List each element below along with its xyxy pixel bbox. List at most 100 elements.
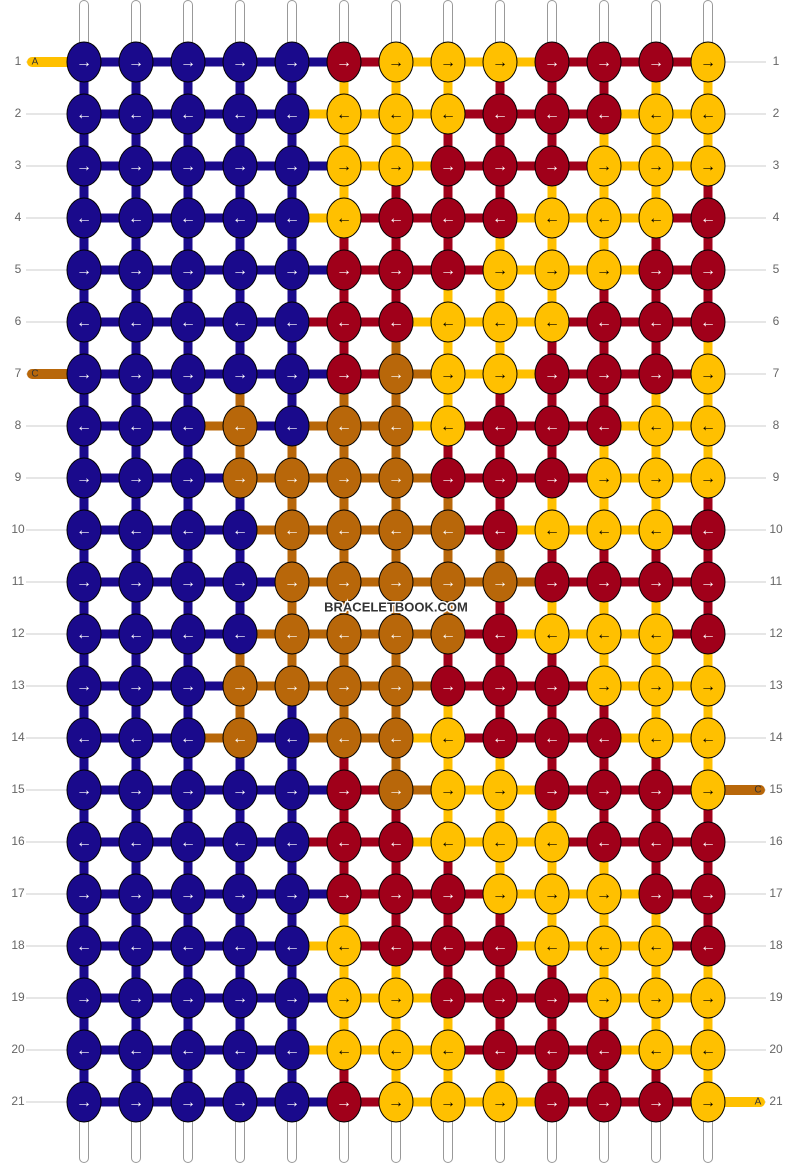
knot	[586, 769, 622, 811]
knot-arrow: ←	[700, 730, 716, 747]
knot	[170, 717, 206, 759]
knot	[274, 93, 310, 135]
knot-arrow: ←	[492, 106, 508, 123]
knot-arrow: ←	[388, 1042, 404, 1059]
row-label: 5	[773, 262, 780, 276]
knot-arrow: →	[492, 470, 508, 487]
knot-arrow: →	[440, 678, 456, 695]
knot-arrow: ←	[388, 106, 404, 123]
knot-arrow: ←	[284, 1042, 300, 1059]
knot-arrow: →	[596, 678, 612, 695]
knot	[378, 301, 414, 343]
knot-arrow: →	[336, 990, 352, 1007]
knot-arrow: ←	[336, 314, 352, 331]
knot-arrow: ←	[336, 106, 352, 123]
knot	[690, 821, 726, 863]
knot	[482, 1081, 518, 1123]
knot	[118, 197, 154, 239]
row-label: 19	[11, 990, 25, 1004]
row-label: 16	[769, 834, 783, 848]
row-label: 10	[769, 522, 783, 536]
knot	[482, 457, 518, 499]
knot-arrow: →	[232, 678, 248, 695]
knot-arrow: ←	[284, 522, 300, 539]
knot	[222, 93, 258, 135]
knot-arrow: →	[440, 782, 456, 799]
knot-arrow: ←	[336, 1042, 352, 1059]
row-label: 7	[15, 366, 22, 380]
knot	[482, 873, 518, 915]
knot	[482, 925, 518, 967]
knot-arrow: ←	[544, 1042, 560, 1059]
knot-arrow: ←	[128, 626, 144, 643]
knot	[66, 249, 102, 291]
knot	[638, 873, 674, 915]
row-label: 20	[11, 1042, 25, 1056]
knot	[482, 977, 518, 1019]
knot	[326, 821, 362, 863]
knot-arrow: →	[336, 158, 352, 175]
knot	[326, 665, 362, 707]
knot-arrow: ←	[700, 834, 716, 851]
knot-arrow: ←	[648, 314, 664, 331]
knot-arrow: →	[544, 886, 560, 903]
knot-arrow: →	[544, 470, 560, 487]
knot	[430, 561, 466, 603]
knot-arrow: ←	[180, 314, 196, 331]
knot	[66, 353, 102, 395]
knot-arrow: ←	[128, 938, 144, 955]
knot	[690, 457, 726, 499]
knot-arrow: →	[76, 678, 92, 695]
row-label: 4	[15, 210, 22, 224]
knot-arrow: →	[232, 366, 248, 383]
knot-arrow: →	[440, 990, 456, 1007]
knot-arrow: ←	[284, 938, 300, 955]
knot	[690, 613, 726, 655]
knot-arrow: ←	[648, 938, 664, 955]
knot	[222, 301, 258, 343]
row-label: 7	[773, 366, 780, 380]
knot	[482, 769, 518, 811]
knot	[66, 873, 102, 915]
knot-arrow: →	[544, 54, 560, 71]
knot	[534, 249, 570, 291]
row-label: 5	[15, 262, 22, 276]
row-label: 13	[769, 678, 783, 692]
knot	[170, 613, 206, 655]
knot	[430, 509, 466, 551]
knot	[586, 613, 622, 655]
knot	[222, 405, 258, 447]
knot	[690, 301, 726, 343]
knot-arrow: ←	[700, 626, 716, 643]
knot-arrow: →	[336, 262, 352, 279]
knot-arrow: →	[180, 678, 196, 695]
knot	[274, 1081, 310, 1123]
knot-arrow: →	[284, 158, 300, 175]
knot-arrow: →	[284, 470, 300, 487]
knot	[430, 1081, 466, 1123]
knot	[274, 145, 310, 187]
knot	[222, 769, 258, 811]
knot-arrow: →	[284, 574, 300, 591]
knot	[222, 821, 258, 863]
knot-arrow: ←	[284, 314, 300, 331]
knot	[222, 925, 258, 967]
knot	[66, 1081, 102, 1123]
knot	[274, 41, 310, 83]
knot	[118, 821, 154, 863]
knot	[534, 457, 570, 499]
knot	[170, 41, 206, 83]
knot	[482, 665, 518, 707]
tag-label: C	[754, 785, 761, 796]
knot-arrow: →	[180, 782, 196, 799]
knot-arrow: ←	[284, 730, 300, 747]
knot	[222, 1081, 258, 1123]
knot-arrow: →	[648, 54, 664, 71]
knot-arrow: →	[440, 262, 456, 279]
knot	[638, 665, 674, 707]
row-label: 17	[769, 886, 783, 900]
knot	[118, 873, 154, 915]
knot	[274, 665, 310, 707]
knot	[690, 197, 726, 239]
knot-arrow: ←	[76, 834, 92, 851]
